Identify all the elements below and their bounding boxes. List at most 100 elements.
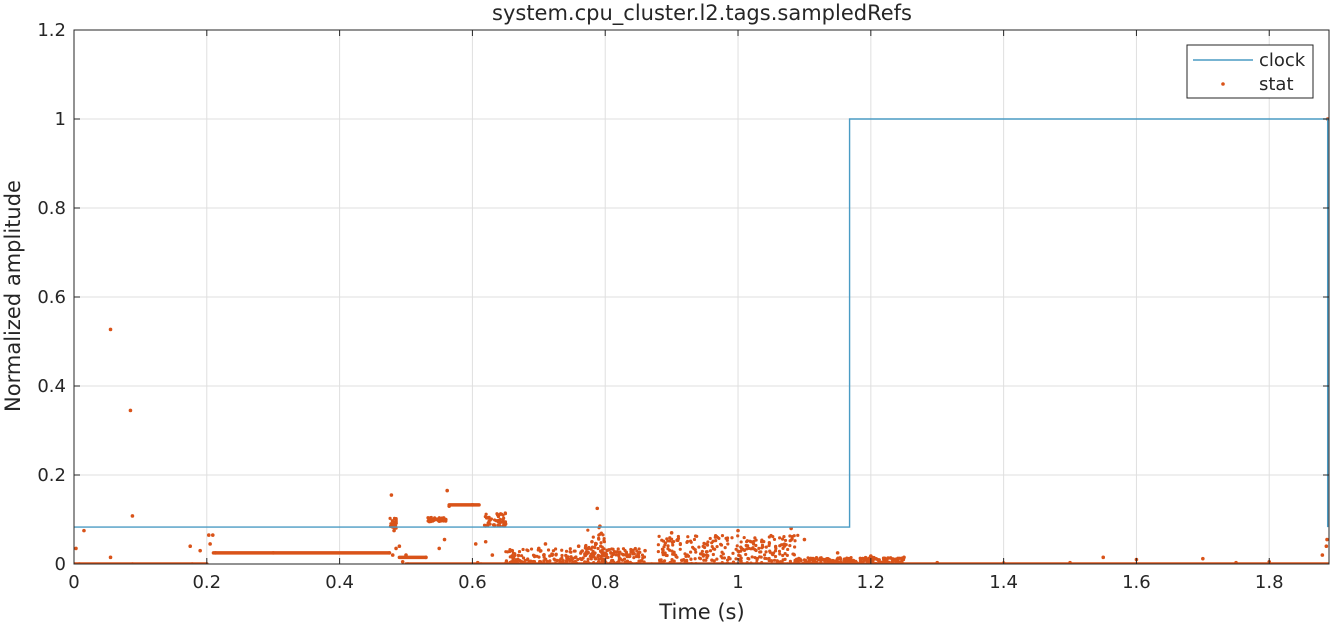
plot-area	[74, 117, 1329, 564]
stat-cluster-point	[678, 547, 682, 551]
stat-cluster-point	[721, 552, 725, 556]
stat-point	[537, 546, 541, 551]
stat-cluster-point	[697, 556, 702, 560]
stat-cluster-point	[806, 556, 810, 560]
stat-cluster-point	[491, 523, 496, 527]
y-tick-label: 1.2	[37, 20, 66, 41]
stat-cluster-point	[392, 516, 397, 520]
stat-cluster-point	[793, 539, 797, 543]
stat-cluster-point	[669, 560, 673, 564]
stat-cluster-point	[632, 556, 636, 560]
stat-cluster-point	[659, 558, 663, 562]
stat-cluster-point	[617, 556, 622, 560]
stat-cluster-point	[672, 552, 677, 557]
stat-cluster-point	[745, 540, 749, 544]
stat-cluster-point	[538, 560, 542, 564]
stat-point	[400, 559, 405, 564]
stat-point	[404, 553, 408, 557]
stat-cluster-point	[777, 549, 782, 553]
stat-cluster-point	[760, 543, 765, 547]
stat-cluster-point	[715, 544, 719, 549]
stat-point	[442, 537, 447, 542]
stat-cluster-point	[521, 556, 526, 560]
stat-cluster-point	[842, 561, 846, 564]
clock-series-line	[74, 118, 1329, 528]
stat-cluster-point	[624, 560, 628, 564]
stat-cluster-point	[746, 556, 750, 561]
x-tick-label: 1.6	[1122, 572, 1151, 593]
stat-cluster-point	[702, 553, 706, 557]
stat-cluster-point	[427, 516, 431, 521]
stat-cluster-point	[744, 543, 748, 548]
stat-cluster-point	[889, 556, 893, 560]
stat-cluster-point	[720, 534, 725, 538]
stat-cluster-point	[632, 552, 637, 556]
stat-cluster-point	[516, 553, 520, 557]
stat-point	[389, 493, 394, 497]
stat-point	[130, 514, 135, 518]
stat-cluster-point	[516, 561, 520, 564]
stat-cluster-point	[624, 553, 628, 557]
stat-cluster-point	[526, 549, 530, 553]
stat-cluster-point	[559, 557, 563, 561]
stat-cluster-point	[782, 542, 787, 546]
stat-point	[473, 542, 478, 546]
stat-cluster-point	[593, 546, 597, 550]
stat-cluster-point	[554, 552, 558, 556]
stat-cluster-point	[778, 552, 782, 556]
stat-cluster-point	[671, 543, 675, 547]
stat-cluster-point	[778, 536, 782, 540]
stat-cluster-point	[614, 553, 618, 557]
stat-cluster-point	[511, 559, 515, 563]
stat-cluster-point	[498, 517, 502, 521]
stat-point	[1234, 560, 1238, 564]
stat-cluster-point	[836, 556, 840, 560]
stat-point	[387, 551, 392, 555]
legend-box	[1186, 44, 1314, 99]
stat-cluster-point	[689, 540, 693, 544]
stat-cluster-point	[618, 550, 622, 554]
stat-cluster-point	[675, 555, 679, 559]
x-tick-label: 1.8	[1255, 572, 1284, 593]
stat-cluster-point	[574, 555, 578, 559]
stat-cluster-point	[771, 551, 776, 555]
x-tick-label: 0.2	[192, 572, 221, 593]
stat-cluster-point	[503, 511, 507, 515]
stat-cluster-point	[791, 552, 795, 556]
stat-cluster-point	[675, 538, 680, 542]
stat-point	[869, 554, 873, 558]
stat-point	[1101, 555, 1106, 560]
stat-cluster-point	[640, 553, 645, 557]
stat-cluster-point	[502, 516, 506, 520]
stat-cluster-point	[781, 553, 785, 558]
stat-cluster-point	[755, 561, 759, 564]
stat-point	[128, 408, 133, 413]
stat-cluster-point	[797, 558, 801, 563]
stat-cluster-point	[821, 557, 826, 561]
stat-cluster-point	[676, 534, 680, 539]
stat-cluster-point	[694, 561, 698, 564]
stat-cluster-point	[564, 549, 569, 553]
stat-cluster-point	[628, 560, 632, 564]
stat-cluster-point	[753, 555, 757, 560]
stat-cluster-point	[755, 558, 759, 562]
stat-cluster-point	[720, 560, 724, 564]
legend[interactable]: clock stat	[1186, 44, 1314, 99]
stat-cluster-point	[670, 549, 674, 553]
stat-point	[503, 522, 508, 526]
stat-cluster-point	[532, 555, 537, 559]
stat-cluster-point	[522, 561, 527, 564]
stat-cluster-point	[710, 544, 714, 549]
stat-point	[437, 546, 442, 551]
stat-cluster-point	[531, 559, 535, 564]
stat-cluster-point	[586, 557, 590, 561]
stat-cluster-point	[599, 541, 603, 545]
stat-cluster-point	[702, 541, 706, 545]
stat-cluster-point	[896, 556, 900, 560]
stat-point	[271, 551, 276, 555]
stat-cluster-point	[601, 533, 605, 537]
stat-point	[424, 555, 428, 560]
stat-cluster-point	[736, 549, 740, 553]
stat-cluster-point	[842, 558, 846, 563]
stat-point	[736, 528, 740, 533]
